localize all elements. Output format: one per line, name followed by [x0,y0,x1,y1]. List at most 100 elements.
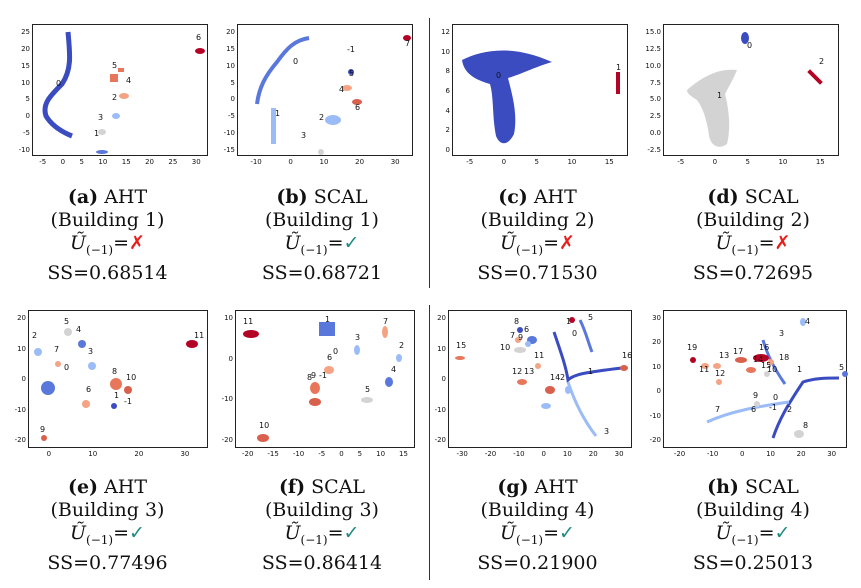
cluster-1 [687,69,737,147]
label-3: 3 [779,329,784,338]
result-mark: ✓ [774,522,791,544]
cluster-5 [578,319,594,353]
label-1b: 1 [588,367,593,376]
label-6: 6 [751,405,756,414]
label-1: 1 [275,109,280,118]
scatter-c: 0 1 [462,50,621,144]
cluster-19 [690,357,696,363]
cluster-7 [515,337,521,343]
cluster-4 [541,403,551,409]
result-mark: ✓ [129,522,145,544]
label-16: 16 [622,351,632,360]
cluster-8 [517,327,523,333]
label-9: 9 [753,391,758,400]
cluster-6 [195,48,205,54]
cluster-3 [112,113,120,119]
label-2: 2 [819,57,824,66]
cluster-14 [746,367,756,373]
cluster-6 [706,400,790,424]
label-8: 8 [514,317,519,326]
label-9: 9 [311,371,316,380]
result-mark: ✓ [343,522,360,544]
panel-g: 15 8 6 7 9 10 11 12 13 14 1 0 5 16 1 2 3… [430,300,645,588]
caption-h: (h) SCAL (Building 4) Ũ(−1)=✓ SS=0.25013 [692,476,814,574]
label-2: 2 [560,373,565,382]
label-3: 3 [301,131,306,140]
plot-b [237,24,413,156]
panel-b: 0 1 2 3 4 5 6 7 -1 -10 0 10 20 30 20 15 10 5 0 -5… [215,0,429,300]
label-3: 3 [88,347,93,356]
label-2: 2 [399,341,404,350]
cluster-2 [325,115,341,125]
cluster-5 [348,69,354,75]
cluster-2 [565,386,571,394]
label-2: 2 [112,93,117,102]
cluster-10 [124,386,132,394]
caption-b: (b) SCAL (Building 1) Ũ(−1)=✓ SS=0.68721 [261,186,383,284]
cluster-3 [354,345,360,355]
label-16: 16 [759,343,769,352]
label-11: 11 [194,331,204,340]
label-1: 1 [566,317,571,326]
cluster-x [96,150,108,154]
label-5: 5 [839,363,844,372]
cluster-11 [535,363,541,369]
cluster-18 [753,354,769,362]
plot-c [452,24,628,156]
cluster-6 [82,400,90,408]
cluster-11 [701,363,709,369]
cluster-7 [55,361,61,367]
caption-a: (a) AHT (Building 1) Ũ(−1)=✗ SS=0.68514 [47,186,168,284]
label-5: 5 [112,61,117,70]
yticks-f: 10 0 -10 -20 [221,314,233,444]
cluster-0 [741,32,749,44]
label-1: 1 [325,315,330,324]
panel-d: 1 0 2 -5 0 5 10 15 15.0 12.5 10.0 7.5 5.0 2.5 0.0-… [645,0,861,300]
divider-bottom [429,305,430,580]
label-0: 0 [773,393,778,402]
label-15: 15 [761,361,771,370]
xticks-f: -20 -15 -10 -5 0 5 10 15 [241,450,408,458]
scatter-b: 0 1 2 3 4 5 6 7 -1 [255,35,411,155]
scatter-h: 19 13 11 17 16 18 14 15 12 10 7 6 9 3 4 … [687,317,848,439]
cluster-15 [768,359,774,365]
cluster-4 [78,340,86,348]
label-6: 6 [86,385,91,394]
cluster-13 [713,363,721,369]
cluster-1 [616,72,620,94]
xticks-a: -5 0 5 10 15 20 25 30 [39,158,201,166]
label-10: 10 [259,421,269,430]
label-14: 14 [550,373,560,382]
label-1: 1 [797,365,802,374]
cluster-2 [807,69,823,85]
label-0: 0 [333,347,338,356]
cluster-7 [382,326,388,338]
caption-f: (f) SCAL (Building 3) Ũ(−1)=✓ SS=0.86414 [261,476,383,574]
result-mark: ✗ [559,232,575,254]
cluster-6 [352,99,362,105]
cluster-0 [41,381,55,395]
cluster-8 [310,382,320,394]
label-14: 14 [753,355,763,364]
label-7: 7 [715,405,720,414]
cluster-16 [620,365,628,371]
label-neg1: -1 [319,371,327,380]
caption-c: (c) AHT (Building 2) Ũ(−1)=✗ SS=0.71530 [477,186,598,284]
label-0: 0 [293,57,298,66]
xticks-e: 0 10 20 30 [46,450,190,458]
label-6: 6 [355,103,360,112]
panel-e: 2 5 4 7 3 0 6 8 10 1 9 11 -1 0 10 20 30 20 1… [0,300,215,588]
cluster-5 [110,74,118,82]
yticks-g: 20 10 0 -10 -20 [434,314,446,444]
cluster-9 [525,341,531,347]
cluster-1 [319,322,335,336]
label-11: 11 [534,351,544,360]
label-6: 6 [196,33,201,42]
label-13: 13 [719,351,729,360]
label-8: 8 [307,373,312,382]
label-0: 0 [572,329,577,338]
label-7: 7 [510,331,515,340]
caption-e: (e) AHT (Building 3) Ũ(−1)=✓ SS=0.77496 [47,476,168,574]
xticks-d: -5 0 5 10 15 [677,158,825,166]
cluster-1 [98,129,106,135]
